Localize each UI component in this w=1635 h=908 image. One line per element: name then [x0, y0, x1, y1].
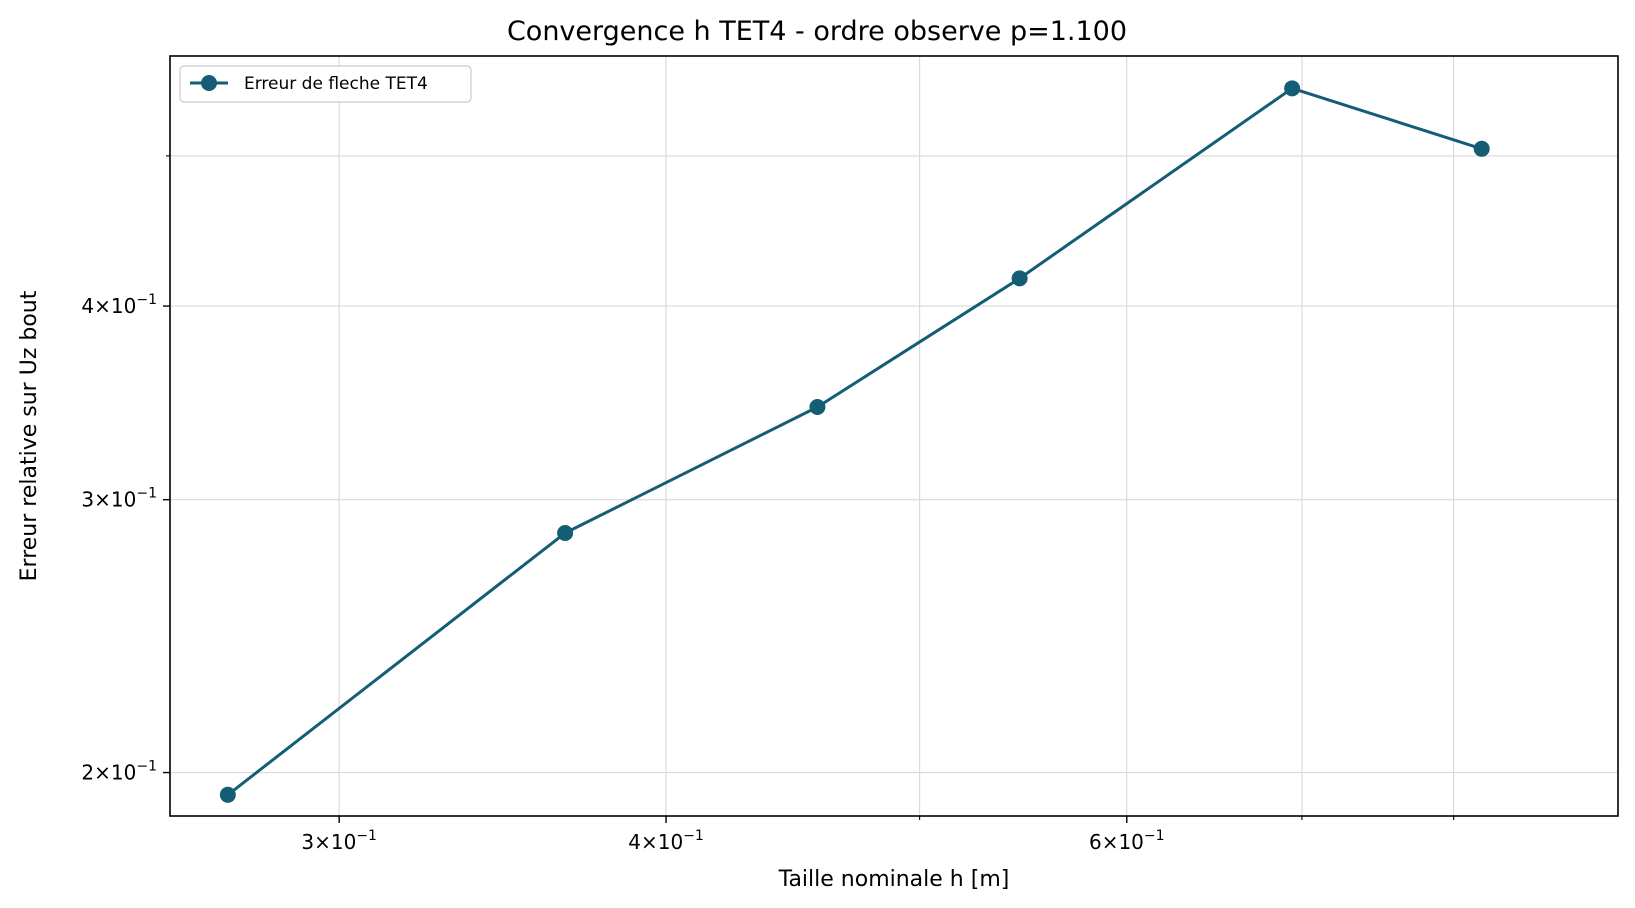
y-tick-label: 3×10−1 [81, 486, 157, 512]
data-point [1473, 140, 1490, 157]
data-point [219, 786, 236, 803]
legend: Erreur de fleche TET4 [179, 65, 472, 103]
legend-box [179, 65, 472, 103]
y-tick-label: 2×10−1 [81, 759, 157, 785]
legend-label: Erreur de fleche TET4 [244, 74, 428, 94]
legend-marker [201, 75, 217, 91]
series-layer [219, 80, 1490, 803]
y-axis-label: Erreur relative sur Uz bout [17, 290, 42, 581]
plot-frame [169, 55, 1619, 817]
chart-title: Convergence h TET4 - ordre observe p=1.1… [507, 16, 1127, 47]
data-point [1011, 270, 1028, 287]
series-line [226, 86, 1483, 796]
data-point [1284, 80, 1301, 97]
x-tick-label: 6×10−1 [1089, 828, 1165, 854]
x-tick-label: 3×10−1 [301, 828, 377, 854]
x-axis-label: Taille nominale h [m] [778, 867, 1010, 892]
x-tick-label: 4×10−1 [628, 828, 704, 854]
data-point [557, 525, 574, 542]
axis-ticks: 3×10−1 4×10−1 6×10−1 2×10−1 3×10−1 4×10−1 [81, 155, 1455, 854]
grid [170, 56, 1618, 816]
data-point [809, 398, 826, 415]
y-tick-label: 4×10−1 [81, 292, 157, 318]
